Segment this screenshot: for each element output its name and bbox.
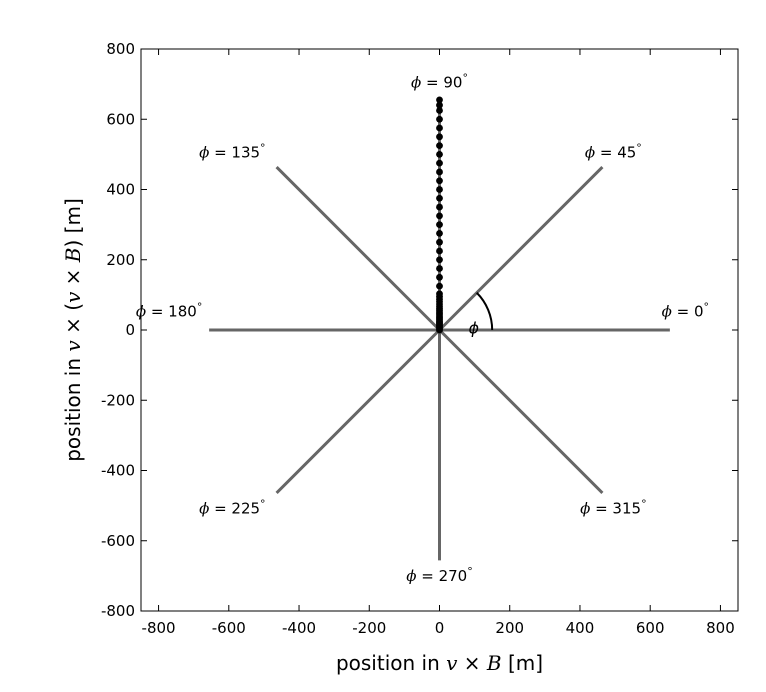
data-point <box>436 212 443 220</box>
data-point <box>436 282 443 290</box>
data-point <box>436 238 443 246</box>
data-point <box>436 115 443 123</box>
y-tick-label: -800 <box>101 602 135 620</box>
x-tick-label: -200 <box>352 619 386 637</box>
data-point <box>436 256 443 264</box>
data-point <box>436 150 443 158</box>
data-point <box>436 194 443 202</box>
data-point <box>436 101 443 109</box>
y-tick-label: 600 <box>106 110 135 128</box>
phi-label: ϕ = 135° <box>199 142 265 162</box>
points-layer <box>436 96 443 334</box>
phi-label: ϕ = 225° <box>199 497 265 517</box>
x-axis-label: position in v × B [m] <box>336 651 543 675</box>
data-point <box>436 133 443 141</box>
y-tick-label: 0 <box>125 321 135 339</box>
data-point <box>436 273 443 281</box>
data-point <box>436 265 443 272</box>
x-tick-label: 800 <box>706 619 735 637</box>
data-point <box>436 186 443 193</box>
data-point <box>436 230 443 237</box>
angle-arc <box>476 292 494 331</box>
annotations-layer: ϕ = 90° ϕ = 135° ϕ = 45° ϕ = 180° ϕ = 0° ϕ = … <box>136 71 709 585</box>
data-point <box>436 142 443 149</box>
phi-label: ϕ = 45° <box>585 142 642 162</box>
data-point <box>436 107 443 114</box>
y-tick-label: -200 <box>101 391 135 409</box>
x-tick-label: 400 <box>566 619 595 637</box>
data-point <box>436 290 443 298</box>
y-axis-label: position in v × (v × B) [m] <box>61 198 85 462</box>
y-tick-label: -400 <box>101 462 135 480</box>
y-tick-label: 400 <box>106 181 135 199</box>
y-tick-label: -600 <box>101 532 135 550</box>
data-point <box>436 221 443 229</box>
phi-label: ϕ = 270° <box>406 565 472 585</box>
data-point <box>436 124 443 132</box>
y-tick-label: 200 <box>106 251 135 269</box>
x-tick-label: -600 <box>212 619 246 637</box>
data-point <box>436 203 443 211</box>
phi-label: ϕ = 315° <box>580 497 646 517</box>
x-tick-label: 0 <box>435 619 445 637</box>
arm-line-315 <box>438 328 604 494</box>
x-tick-label: -800 <box>142 619 176 637</box>
phi-label: ϕ = 0° <box>662 301 709 321</box>
data-point <box>436 168 443 176</box>
phi-label: ϕ = 90° <box>411 71 468 91</box>
x-tick-label: 600 <box>636 619 665 637</box>
angle-marker-layer: ϕ <box>469 292 494 337</box>
data-point <box>436 247 443 255</box>
angle-marker-symbol: ϕ <box>469 318 480 337</box>
x-tick-label: -400 <box>282 619 316 637</box>
data-point <box>436 177 443 185</box>
arm-line-45 <box>438 166 604 332</box>
ticks-layer: -800 -600 -400 -200 0 200 400 600 800 800 600 400 20… <box>101 40 738 637</box>
phi-label: ϕ = 180° <box>136 301 202 321</box>
data-point <box>436 159 443 167</box>
arm-line-225 <box>275 328 441 494</box>
x-tick-label: 200 <box>495 619 524 637</box>
data-point <box>436 96 443 104</box>
y-tick-label: 800 <box>106 40 135 58</box>
arm-line-135 <box>275 166 441 332</box>
